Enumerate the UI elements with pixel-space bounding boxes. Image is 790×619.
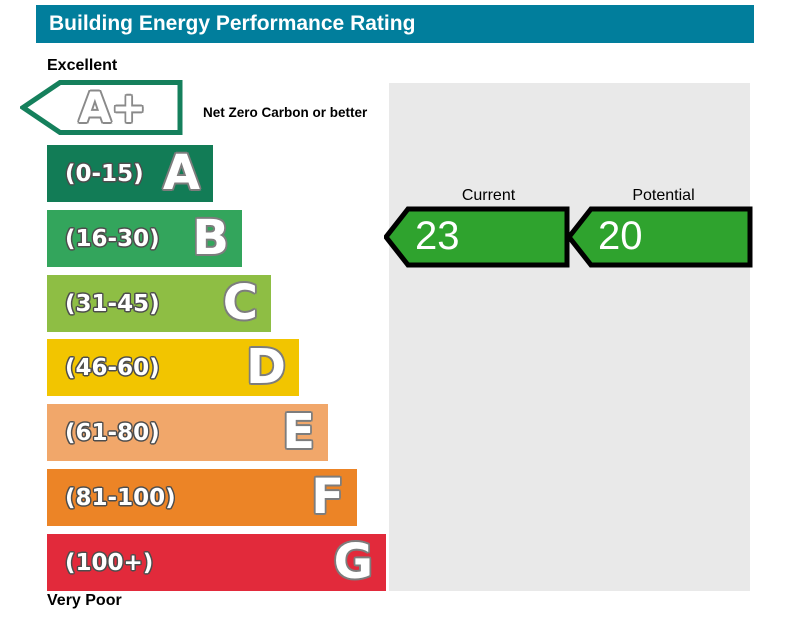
band-row-g: (100+) G xyxy=(47,534,386,591)
current-rating-value: 23 xyxy=(415,214,460,258)
potential-rating-value: 20 xyxy=(598,214,643,258)
potential-rating-arrow: 20 xyxy=(567,206,753,268)
scale-bottom-label: Very Poor xyxy=(47,592,122,609)
band-letter: E xyxy=(282,404,315,460)
ratings-panel xyxy=(389,83,750,591)
band-range-label: (46-60) xyxy=(65,355,160,381)
band-a-plus: A+ xyxy=(20,80,183,135)
a-plus-arrow-shape xyxy=(20,80,183,135)
current-rating-label: Current xyxy=(461,187,516,204)
band-row-a: (0-15) A xyxy=(47,145,213,202)
band-range-label: (16-30) xyxy=(65,226,160,252)
current-rating-arrow: 23 xyxy=(384,206,570,268)
band-range-label: (31-45) xyxy=(65,291,160,317)
page-title: Building Energy Performance Rating xyxy=(49,12,416,35)
band-range-label: (100+) xyxy=(65,550,154,576)
band-letter: B xyxy=(192,210,229,266)
band-row-d: (46-60) D xyxy=(47,339,299,396)
band-range-label: (81-100) xyxy=(65,485,176,511)
current-arrow-shape xyxy=(384,206,570,268)
band-row-b: (16-30) B xyxy=(47,210,242,267)
band-row-c: (31-45) C xyxy=(47,275,271,332)
band-range-label: (0-15) xyxy=(65,161,144,187)
band-range-label: (61-80) xyxy=(65,420,160,446)
band-row-e: (61-80) E xyxy=(47,404,328,461)
band-letter: C xyxy=(222,275,258,331)
potential-rating-label: Potential xyxy=(632,187,695,204)
scale-top-label: Excellent xyxy=(47,57,118,74)
band-row-f: (81-100) F xyxy=(47,469,357,526)
chart-header-bar: Building Energy Performance Rating xyxy=(36,5,754,43)
band-a-plus-letter: A+ xyxy=(78,83,147,132)
band-letter: G xyxy=(333,534,373,590)
band-letter: D xyxy=(246,339,286,395)
band-letter: F xyxy=(311,469,344,525)
potential-arrow-shape xyxy=(567,206,753,268)
band-letter: A xyxy=(162,145,200,201)
net-zero-note: Net Zero Carbon or better xyxy=(203,105,368,120)
